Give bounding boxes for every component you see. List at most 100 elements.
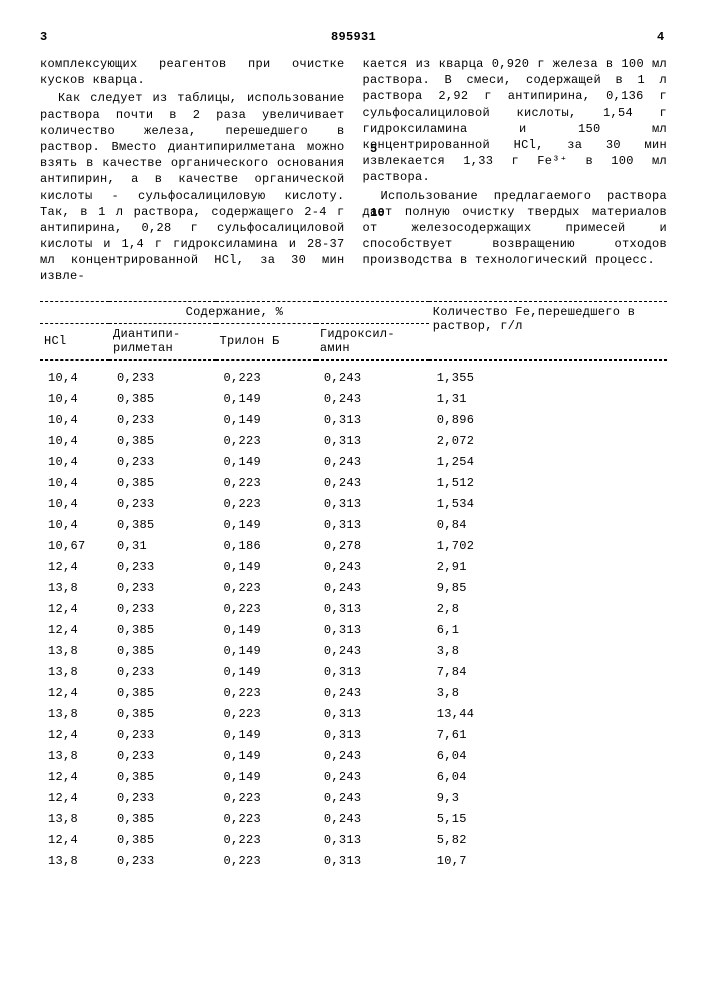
table-cell: 0,243 [316, 388, 429, 409]
table-cell: 0,149 [216, 766, 316, 787]
col-fe: Количество Fe,перешедшего в раствор, г/л [429, 301, 667, 359]
page-header: 3 895931 4 [40, 30, 667, 44]
col-hcl: HCl [40, 323, 109, 359]
table-cell: 13,8 [40, 703, 109, 724]
col-group: Содержание, % [40, 301, 429, 323]
table-cell: 0,223 [216, 493, 316, 514]
table-cell: 0,243 [316, 640, 429, 661]
table-cell: 0,223 [216, 829, 316, 850]
table-cell: 1,254 [429, 451, 667, 472]
table-cell: 10,4 [40, 360, 109, 388]
table-cell: 0,313 [316, 850, 429, 871]
table-cell: 0,385 [109, 766, 216, 787]
table-cell: 3,8 [429, 682, 667, 703]
table-cell: 0,385 [109, 388, 216, 409]
table-cell: 2,8 [429, 598, 667, 619]
table-cell: 0,149 [216, 388, 316, 409]
table-cell: 0,186 [216, 535, 316, 556]
table-cell: 0,233 [109, 493, 216, 514]
table-cell: 0,385 [109, 808, 216, 829]
table-row: 13,80,3850,2230,2435,15 [40, 808, 667, 829]
table-cell: 12,4 [40, 598, 109, 619]
table-cell: 0,149 [216, 724, 316, 745]
table-cell: 0,243 [316, 360, 429, 388]
table-cell: 0,243 [316, 472, 429, 493]
table-cell: 12,4 [40, 682, 109, 703]
table-row: 13,80,2330,1490,3137,84 [40, 661, 667, 682]
table-row: 13,80,2330,2230,31310,7 [40, 850, 667, 871]
table-cell: 0,385 [109, 514, 216, 535]
table-cell: 0,233 [109, 360, 216, 388]
page-num-right: 4 [657, 30, 667, 44]
left-column: комплексующих реагентов при очистке куск… [40, 56, 345, 287]
table-row: 10,40,2330,2230,3131,534 [40, 493, 667, 514]
table-row: 13,80,2330,2230,2439,85 [40, 577, 667, 598]
table-cell: 0,223 [216, 598, 316, 619]
table-head: Содержание, % Количество Fe,перешедшего … [40, 301, 667, 360]
table-cell: 0,223 [216, 703, 316, 724]
table-cell: 0,243 [316, 577, 429, 598]
table-cell: 12,4 [40, 556, 109, 577]
table-cell: 0,243 [316, 682, 429, 703]
table-cell: 0,223 [216, 360, 316, 388]
table-cell: 13,8 [40, 808, 109, 829]
table-cell: 0,313 [316, 409, 429, 430]
table-cell: 0,223 [216, 430, 316, 451]
table-row: 10,40,3850,1490,2431,31 [40, 388, 667, 409]
text-columns: комплексующих реагентов при очистке куск… [40, 56, 667, 287]
table-row: 10,40,3850,2230,3132,072 [40, 430, 667, 451]
para-l2: Как следует из таблицы, использование ра… [40, 90, 345, 284]
para-r2: Использование предлагаемого раствора дае… [363, 188, 668, 269]
table-row: 10,40,2330,1490,2431,254 [40, 451, 667, 472]
table-row: 10,40,2330,1490,3130,896 [40, 409, 667, 430]
table-row: 13,80,3850,1490,2433,8 [40, 640, 667, 661]
table-cell: 0,84 [429, 514, 667, 535]
table-cell: 0,385 [109, 829, 216, 850]
table-cell: 0,223 [216, 577, 316, 598]
table-cell: 1,31 [429, 388, 667, 409]
table-cell: 0,243 [316, 766, 429, 787]
table-cell: 13,8 [40, 640, 109, 661]
table-cell: 12,4 [40, 829, 109, 850]
col-diantipiril: Диантипи- рилметан [109, 323, 216, 359]
table-cell: 13,8 [40, 850, 109, 871]
table-cell: 0,385 [109, 472, 216, 493]
table-cell: 0,233 [109, 556, 216, 577]
table-cell: 9,85 [429, 577, 667, 598]
table-cell: 10,67 [40, 535, 109, 556]
table-cell: 0,233 [109, 745, 216, 766]
table-cell: 0,223 [216, 787, 316, 808]
table-cell: 0,243 [316, 787, 429, 808]
table-cell: 0,233 [109, 724, 216, 745]
table-cell: 10,7 [429, 850, 667, 871]
table-row: 12,40,3850,2230,2433,8 [40, 682, 667, 703]
table-cell: 0,223 [216, 808, 316, 829]
table-row: 13,80,2330,1490,2436,04 [40, 745, 667, 766]
table-cell: 0,243 [316, 556, 429, 577]
table-cell: 2,072 [429, 430, 667, 451]
table-cell: 0,313 [316, 703, 429, 724]
table-cell: 0,233 [109, 850, 216, 871]
table-row: 10,40,2330,2230,2431,355 [40, 360, 667, 388]
table-cell: 0,313 [316, 724, 429, 745]
table-cell: 0,233 [109, 577, 216, 598]
table-row: 10,40,3850,2230,2431,512 [40, 472, 667, 493]
table-cell: 0,313 [316, 493, 429, 514]
data-table: Содержание, % Количество Fe,перешедшего … [40, 301, 667, 872]
table-cell: 12,4 [40, 619, 109, 640]
table-row: 12,40,3850,1490,3136,1 [40, 619, 667, 640]
table-row: 12,40,2330,2230,3132,8 [40, 598, 667, 619]
table-cell: 6,1 [429, 619, 667, 640]
table-cell: 0,385 [109, 703, 216, 724]
table-cell: 0,223 [216, 682, 316, 703]
table-cell: 5,15 [429, 808, 667, 829]
table-cell: 10,4 [40, 472, 109, 493]
table-cell: 10,4 [40, 493, 109, 514]
table-cell: 7,61 [429, 724, 667, 745]
line-mark-10: 10 [370, 206, 385, 220]
table-cell: 13,8 [40, 661, 109, 682]
table-cell: 0,243 [316, 808, 429, 829]
table-cell: 12,4 [40, 724, 109, 745]
table-row: 12,40,2330,1490,3137,61 [40, 724, 667, 745]
table-cell: 13,44 [429, 703, 667, 724]
